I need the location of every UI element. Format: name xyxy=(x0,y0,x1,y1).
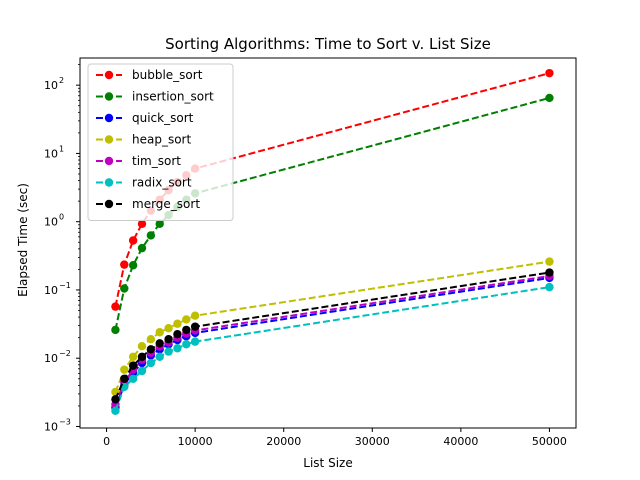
data-point-bubble_sort xyxy=(545,68,554,78)
legend-label: radix_sort xyxy=(132,176,192,190)
y-tick-exponent: 2 xyxy=(59,76,64,85)
data-point-radix_sort xyxy=(111,406,120,415)
data-point-bubble_sort xyxy=(120,260,129,269)
data-point-insertion_sort xyxy=(137,243,147,253)
data-point-heap_sort xyxy=(146,334,156,344)
data-point-merge_sort xyxy=(111,395,120,404)
y-tick-exponent: 1 xyxy=(59,144,64,153)
legend-item-quick_sort: quick_sort xyxy=(96,111,194,125)
y-tick-exponent: 0 xyxy=(59,213,64,222)
x-tick-label: 30000 xyxy=(355,435,390,448)
axes-frame xyxy=(79,57,577,429)
data-point-radix_sort xyxy=(182,340,191,349)
data-point-insertion_sort xyxy=(128,261,138,270)
y-tick-label: 10 xyxy=(44,352,58,365)
data-point-heap_sort xyxy=(120,365,129,374)
data-point-merge_sort xyxy=(164,334,173,344)
legend-label: tim_sort xyxy=(132,154,181,168)
legend-item-heap_sort: heap_sort xyxy=(96,133,191,147)
data-point-radix_sort xyxy=(155,352,164,361)
series-line-heap_sort xyxy=(114,260,550,393)
legend-item-insertion_sort: insertion_sort xyxy=(96,90,214,104)
legend-swatch-marker xyxy=(104,178,114,187)
series-radix_sort xyxy=(111,282,554,415)
data-point-merge_sort xyxy=(155,339,164,348)
legend-swatch-marker xyxy=(104,113,114,123)
x-axis-label: List Size xyxy=(303,456,352,470)
legend-swatch-marker xyxy=(104,199,114,209)
data-point-heap_sort xyxy=(164,324,173,333)
legend-label: merge_sort xyxy=(132,197,200,211)
y-tick-label: 10 xyxy=(44,147,58,160)
legend-label: quick_sort xyxy=(132,111,194,125)
legend-swatch-marker xyxy=(104,92,114,101)
data-point-insertion_sort xyxy=(155,219,164,229)
y-tick-label: 10 xyxy=(44,216,58,229)
data-point-insertion_sort xyxy=(111,325,120,335)
legend-swatch-marker xyxy=(104,70,114,80)
data-point-merge_sort xyxy=(545,268,554,277)
data-point-bubble_sort xyxy=(137,219,147,229)
data-point-merge_sort xyxy=(120,374,129,383)
data-point-heap_sort xyxy=(545,257,554,266)
x-tick-label: 10000 xyxy=(178,435,213,448)
data-point-radix_sort xyxy=(128,374,138,383)
data-point-heap_sort xyxy=(182,315,191,324)
data-point-insertion_sort xyxy=(146,231,156,240)
data-point-radix_sort xyxy=(164,347,173,356)
x-tick-label: 20000 xyxy=(266,435,301,448)
data-point-merge_sort xyxy=(146,345,156,354)
legend-item-bubble_sort: bubble_sort xyxy=(96,68,203,82)
legend-label: insertion_sort xyxy=(132,90,214,104)
data-point-merge_sort xyxy=(182,325,191,335)
y-tick-label: 10 xyxy=(44,79,58,92)
legend-label: bubble_sort xyxy=(132,68,203,82)
data-point-radix_sort xyxy=(137,366,147,376)
series-tim_sort xyxy=(111,271,554,409)
data-point-insertion_sort xyxy=(120,284,129,293)
data-point-bubble_sort xyxy=(111,302,120,311)
data-point-radix_sort xyxy=(545,282,554,292)
chart-title: Sorting Algorithms: Time to Sort v. List… xyxy=(165,35,491,53)
y-tick-exponent: −1 xyxy=(59,281,71,290)
data-point-heap_sort xyxy=(173,319,182,328)
y-tick-exponent: −3 xyxy=(59,417,71,426)
legend-item-radix_sort: radix_sort xyxy=(96,176,192,190)
legend-box xyxy=(87,63,234,221)
data-point-radix_sort xyxy=(190,337,200,346)
data-point-heap_sort xyxy=(137,342,147,351)
y-tick-label: 10 xyxy=(44,420,58,433)
y-tick-label: 10 xyxy=(44,284,58,297)
legend: bubble_sort insertion_sort quick_sort heap_… xyxy=(87,63,234,221)
series-heap_sort xyxy=(111,257,554,397)
legend-label: heap_sort xyxy=(132,133,191,147)
data-point-radix_sort xyxy=(146,358,156,368)
data-point-merge_sort xyxy=(190,322,200,331)
data-point-merge_sort xyxy=(137,352,147,361)
data-point-heap_sort xyxy=(155,328,164,337)
x-tick-label: 50000 xyxy=(532,435,567,448)
axes: 0 10000 20000 30000 40000 5000010−310−210−110… xyxy=(44,57,577,448)
data-point-radix_sort xyxy=(173,344,182,353)
series-line-bubble_sort xyxy=(114,72,550,307)
data-point-merge_sort xyxy=(128,361,138,370)
legend-swatch-marker xyxy=(104,135,114,144)
legend-swatch-marker xyxy=(104,156,114,166)
x-tick-label: 0 xyxy=(103,435,110,448)
data-point-bubble_sort xyxy=(128,236,138,245)
data-point-insertion_sort xyxy=(545,93,554,103)
data-point-heap_sort xyxy=(128,352,138,361)
legend-item-merge_sort: merge_sort xyxy=(96,197,200,211)
series-merge_sort xyxy=(111,268,554,404)
data-point-merge_sort xyxy=(173,329,182,339)
x-tick-label: 40000 xyxy=(443,435,478,448)
y-axis-label: Elapsed Time (sec) xyxy=(16,183,30,297)
y-tick-exponent: −2 xyxy=(59,349,71,358)
data-point-heap_sort xyxy=(190,311,200,320)
legend-item-tim_sort: tim_sort xyxy=(96,154,181,168)
